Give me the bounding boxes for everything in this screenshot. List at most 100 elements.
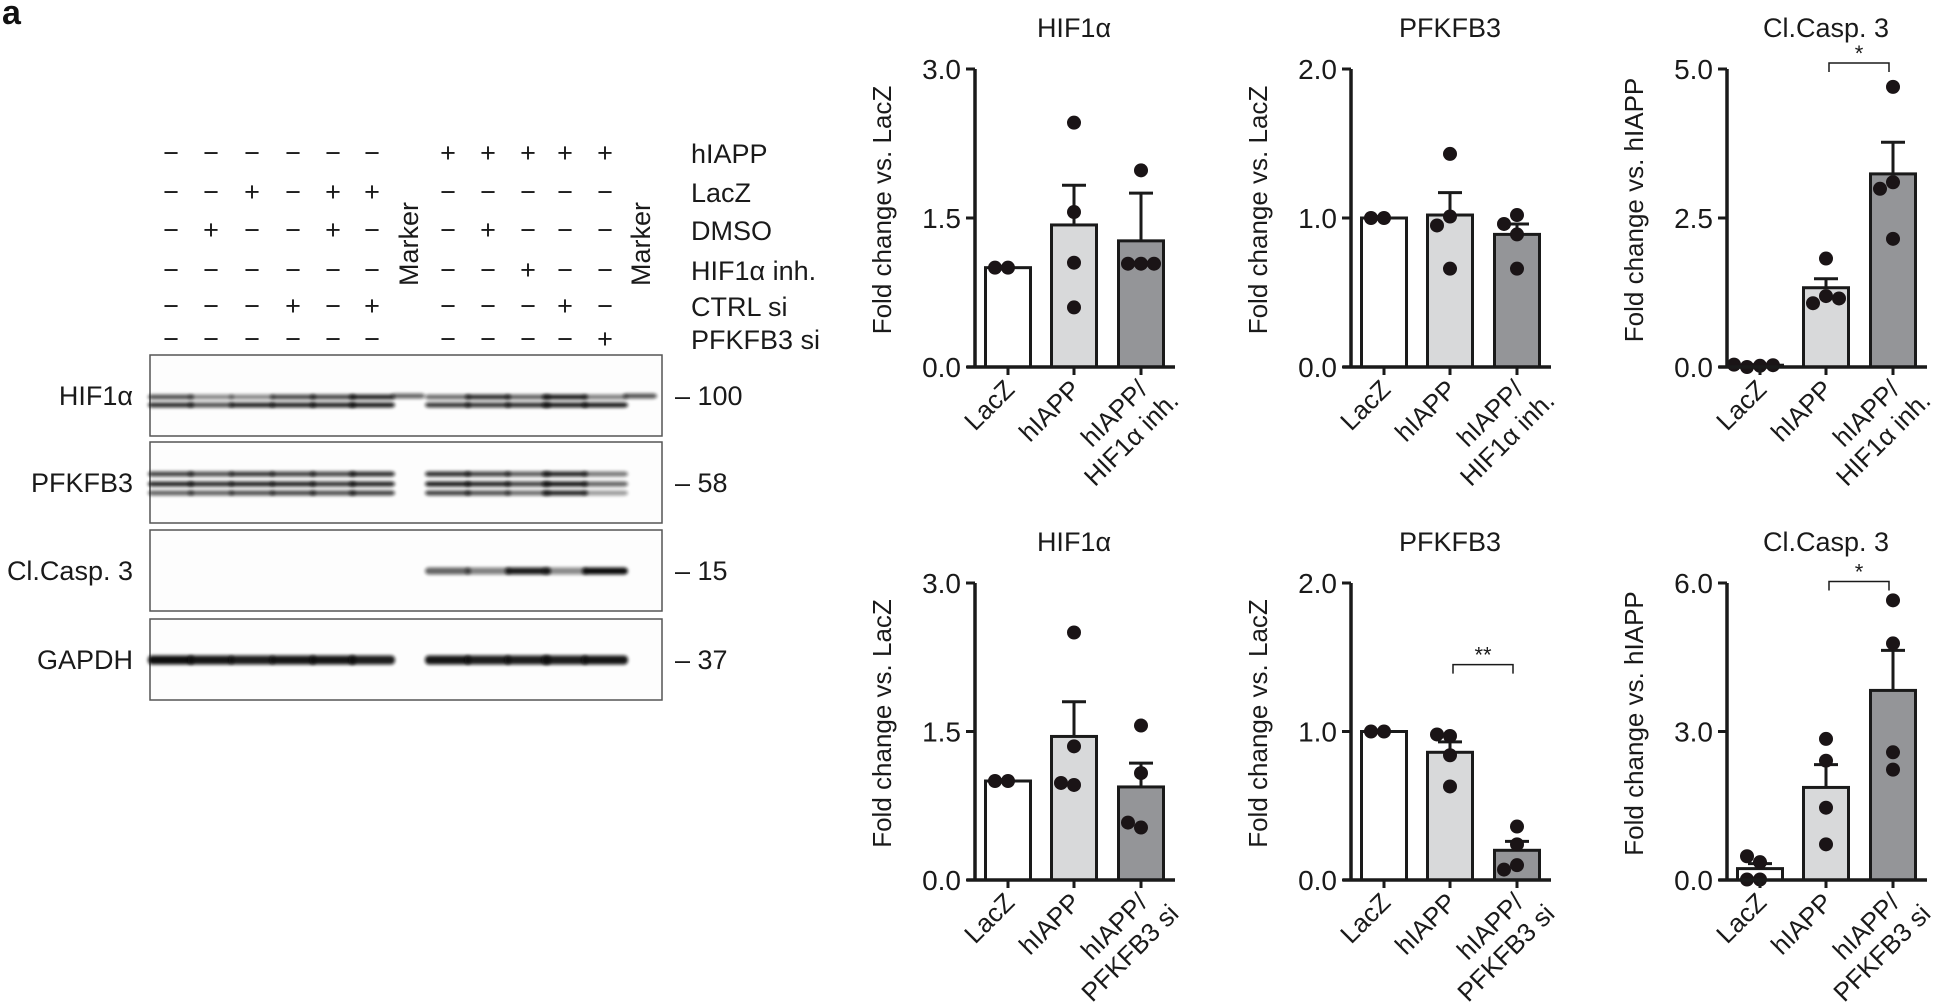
- data-point: [1510, 837, 1524, 852]
- treatment-sign: +: [480, 215, 496, 245]
- y-tick-label: 5.0: [1674, 54, 1713, 85]
- protein-band: [505, 490, 551, 496]
- treatment-sign: −: [163, 324, 179, 354]
- bar: [1869, 688, 1917, 882]
- data-point: [1727, 357, 1741, 372]
- protein-band: [623, 393, 657, 399]
- protein-band: [270, 481, 316, 487]
- x-tick-label: LacZ: [1710, 374, 1772, 436]
- data-point: [1067, 255, 1081, 270]
- protein-band: [229, 481, 275, 487]
- protein-band: [425, 471, 471, 477]
- significance-label: *: [1855, 560, 1864, 585]
- x-tick-label-line: LacZ: [1710, 374, 1772, 436]
- data-point: [1819, 837, 1833, 852]
- protein-label: PFKFB3: [31, 468, 133, 498]
- protein-band: [148, 471, 194, 477]
- protein-band: [505, 402, 551, 408]
- x-tick-label: hIAPP: [1389, 887, 1462, 960]
- data-point: [1832, 291, 1846, 306]
- significance-bracket: [1828, 62, 1890, 73]
- treatment-label: PFKFB3 si: [691, 325, 820, 355]
- y-tick-label: 3.0: [922, 568, 961, 599]
- protein-band: [542, 655, 588, 665]
- treatment-sign: −: [597, 291, 613, 321]
- y-axis-label: Fold change vs. LacZ: [1243, 86, 1273, 335]
- treatment-sign: −: [325, 138, 341, 168]
- protein-band: [505, 471, 551, 477]
- y-tick-label: 0.0: [1674, 865, 1713, 896]
- protein-band: [582, 471, 628, 477]
- data-point: [1430, 727, 1444, 742]
- data-point: [1121, 815, 1135, 830]
- blot-panel: GAPDH – 37: [37, 618, 728, 701]
- treatment-sign: −: [557, 177, 573, 207]
- treatment-sign: −: [557, 324, 573, 354]
- data-point: [1819, 753, 1833, 768]
- treatment-label: DMSO: [691, 216, 772, 246]
- y-axis-label: Fold change vs. LacZ: [867, 86, 897, 335]
- data-point: [1886, 231, 1900, 246]
- treatment-sign: −: [163, 291, 179, 321]
- protein-band: [425, 567, 471, 575]
- treatment-sign: −: [440, 291, 456, 321]
- protein-band: [465, 481, 511, 487]
- x-tick-label-line: hIAPP: [1389, 887, 1462, 960]
- data-point: [1497, 216, 1511, 231]
- treatment-sign: −: [285, 255, 301, 285]
- bar: [1050, 223, 1098, 369]
- significance-label: *: [1855, 41, 1864, 66]
- data-point: [1364, 724, 1378, 739]
- blot-panel: HIF1α – 100: [59, 354, 743, 437]
- protein-band: [349, 655, 395, 665]
- x-tick-label-line: LacZ: [1334, 374, 1396, 436]
- y-tick-label: 1.5: [922, 717, 961, 748]
- bar: [1869, 172, 1917, 369]
- treatment-sign: +: [325, 177, 341, 207]
- treatment-sign: +: [597, 138, 613, 168]
- protein-band: [505, 481, 551, 487]
- bar: [1493, 232, 1541, 369]
- bar: [1050, 734, 1098, 882]
- bar: [1360, 730, 1408, 882]
- data-point: [1443, 261, 1457, 276]
- data-point: [1067, 300, 1081, 315]
- treatment-sign: +: [325, 215, 341, 245]
- protein-band: [582, 394, 628, 400]
- treatment-sign: −: [364, 255, 380, 285]
- data-point: [1819, 800, 1833, 815]
- treatment-sign: +: [557, 138, 573, 168]
- treatment-sign: −: [203, 324, 219, 354]
- protein-band: [542, 490, 588, 496]
- x-tick-label-line: LacZ: [1710, 887, 1772, 949]
- treatment-sign: −: [440, 177, 456, 207]
- y-tick-label: 3.0: [1674, 717, 1713, 748]
- treatment-sign: −: [364, 138, 380, 168]
- x-tick-label: hIAPP: [1389, 374, 1462, 447]
- marker-lane-label: Marker: [626, 202, 656, 286]
- treatment-sign: −: [597, 177, 613, 207]
- treatment-sign: −: [364, 324, 380, 354]
- x-tick-label-line: LacZ: [1334, 887, 1396, 949]
- protein-band: [188, 402, 234, 408]
- data-point: [1806, 296, 1820, 311]
- treatment-sign: −: [285, 324, 301, 354]
- molecular-weight-label: – 15: [675, 556, 728, 586]
- chart-title: HIF1α: [1037, 13, 1111, 43]
- protein-band: [310, 655, 356, 665]
- treatment-label: hIAPP: [691, 139, 768, 169]
- chart-title: Cl.Casp. 3: [1763, 527, 1889, 557]
- data-point: [1443, 146, 1457, 161]
- x-tick-label: LacZ: [958, 887, 1020, 949]
- x-tick-label: hIAPP/HIF1α inh.: [1057, 364, 1185, 492]
- protein-band: [425, 394, 471, 400]
- treatment-sign: −: [325, 255, 341, 285]
- protein-band: [188, 471, 234, 477]
- protein-band: [229, 471, 275, 477]
- data-point: [1001, 260, 1015, 275]
